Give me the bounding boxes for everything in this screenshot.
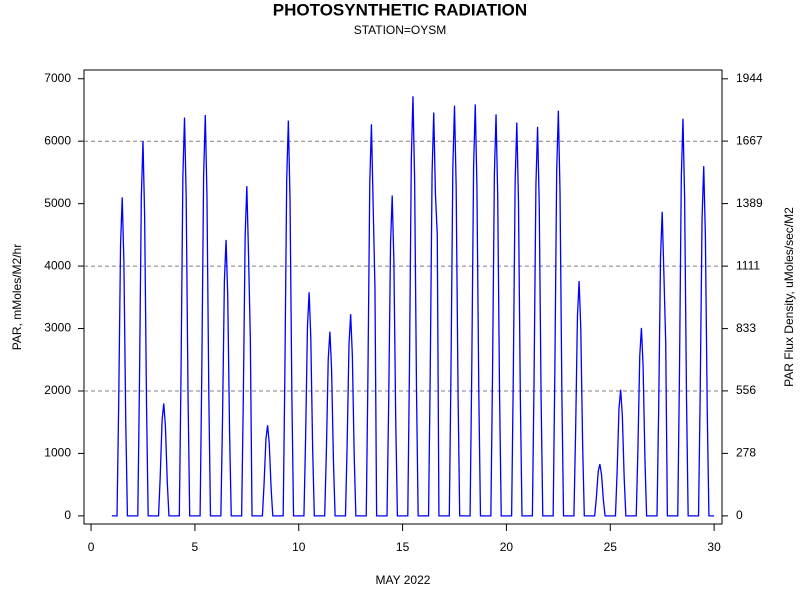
y2-tick-label: 1389 xyxy=(736,196,763,210)
y-axis-label: PAR, mMoles/M2/hr xyxy=(10,244,24,350)
y2-tick-label: 1111 xyxy=(736,258,760,272)
y-tick-label: 6000 xyxy=(44,133,71,147)
y2-tick-label: 0 xyxy=(736,508,743,522)
x-tick-label: 25 xyxy=(604,540,618,554)
y-tick-label: 7000 xyxy=(44,71,71,85)
x-tick-label: 30 xyxy=(707,540,721,554)
data-line xyxy=(111,96,715,517)
y-tick-label: 1000 xyxy=(44,446,71,460)
x-tick-label: 15 xyxy=(396,540,410,554)
y-tick-label: 4000 xyxy=(44,258,71,272)
x-tick-label: 20 xyxy=(500,540,514,554)
y2-tick-label: 1944 xyxy=(736,71,763,85)
y2-tick-label: 833 xyxy=(736,321,756,335)
y2-axis-label: PAR Flux Density, uMoles/sec/M2 xyxy=(782,207,796,387)
chart-title: PHOTOSYNTHETIC RADIATION xyxy=(273,0,527,19)
y-tick-label: 5000 xyxy=(44,196,71,210)
chart-subtitle: STATION=OYSM xyxy=(354,23,447,37)
y-tick-label: 3000 xyxy=(44,321,71,335)
x-tick-label: 0 xyxy=(88,540,95,554)
y2-tick-label: 278 xyxy=(736,446,756,460)
y2-tick-label: 556 xyxy=(736,383,756,397)
x-axis-label: MAY 2022 xyxy=(376,573,431,587)
y2-tick-label: 1667 xyxy=(736,133,763,147)
y-tick-label: 0 xyxy=(64,508,71,522)
x-tick-label: 10 xyxy=(292,540,306,554)
x-tick-label: 5 xyxy=(192,540,199,554)
y-tick-label: 2000 xyxy=(44,383,71,397)
